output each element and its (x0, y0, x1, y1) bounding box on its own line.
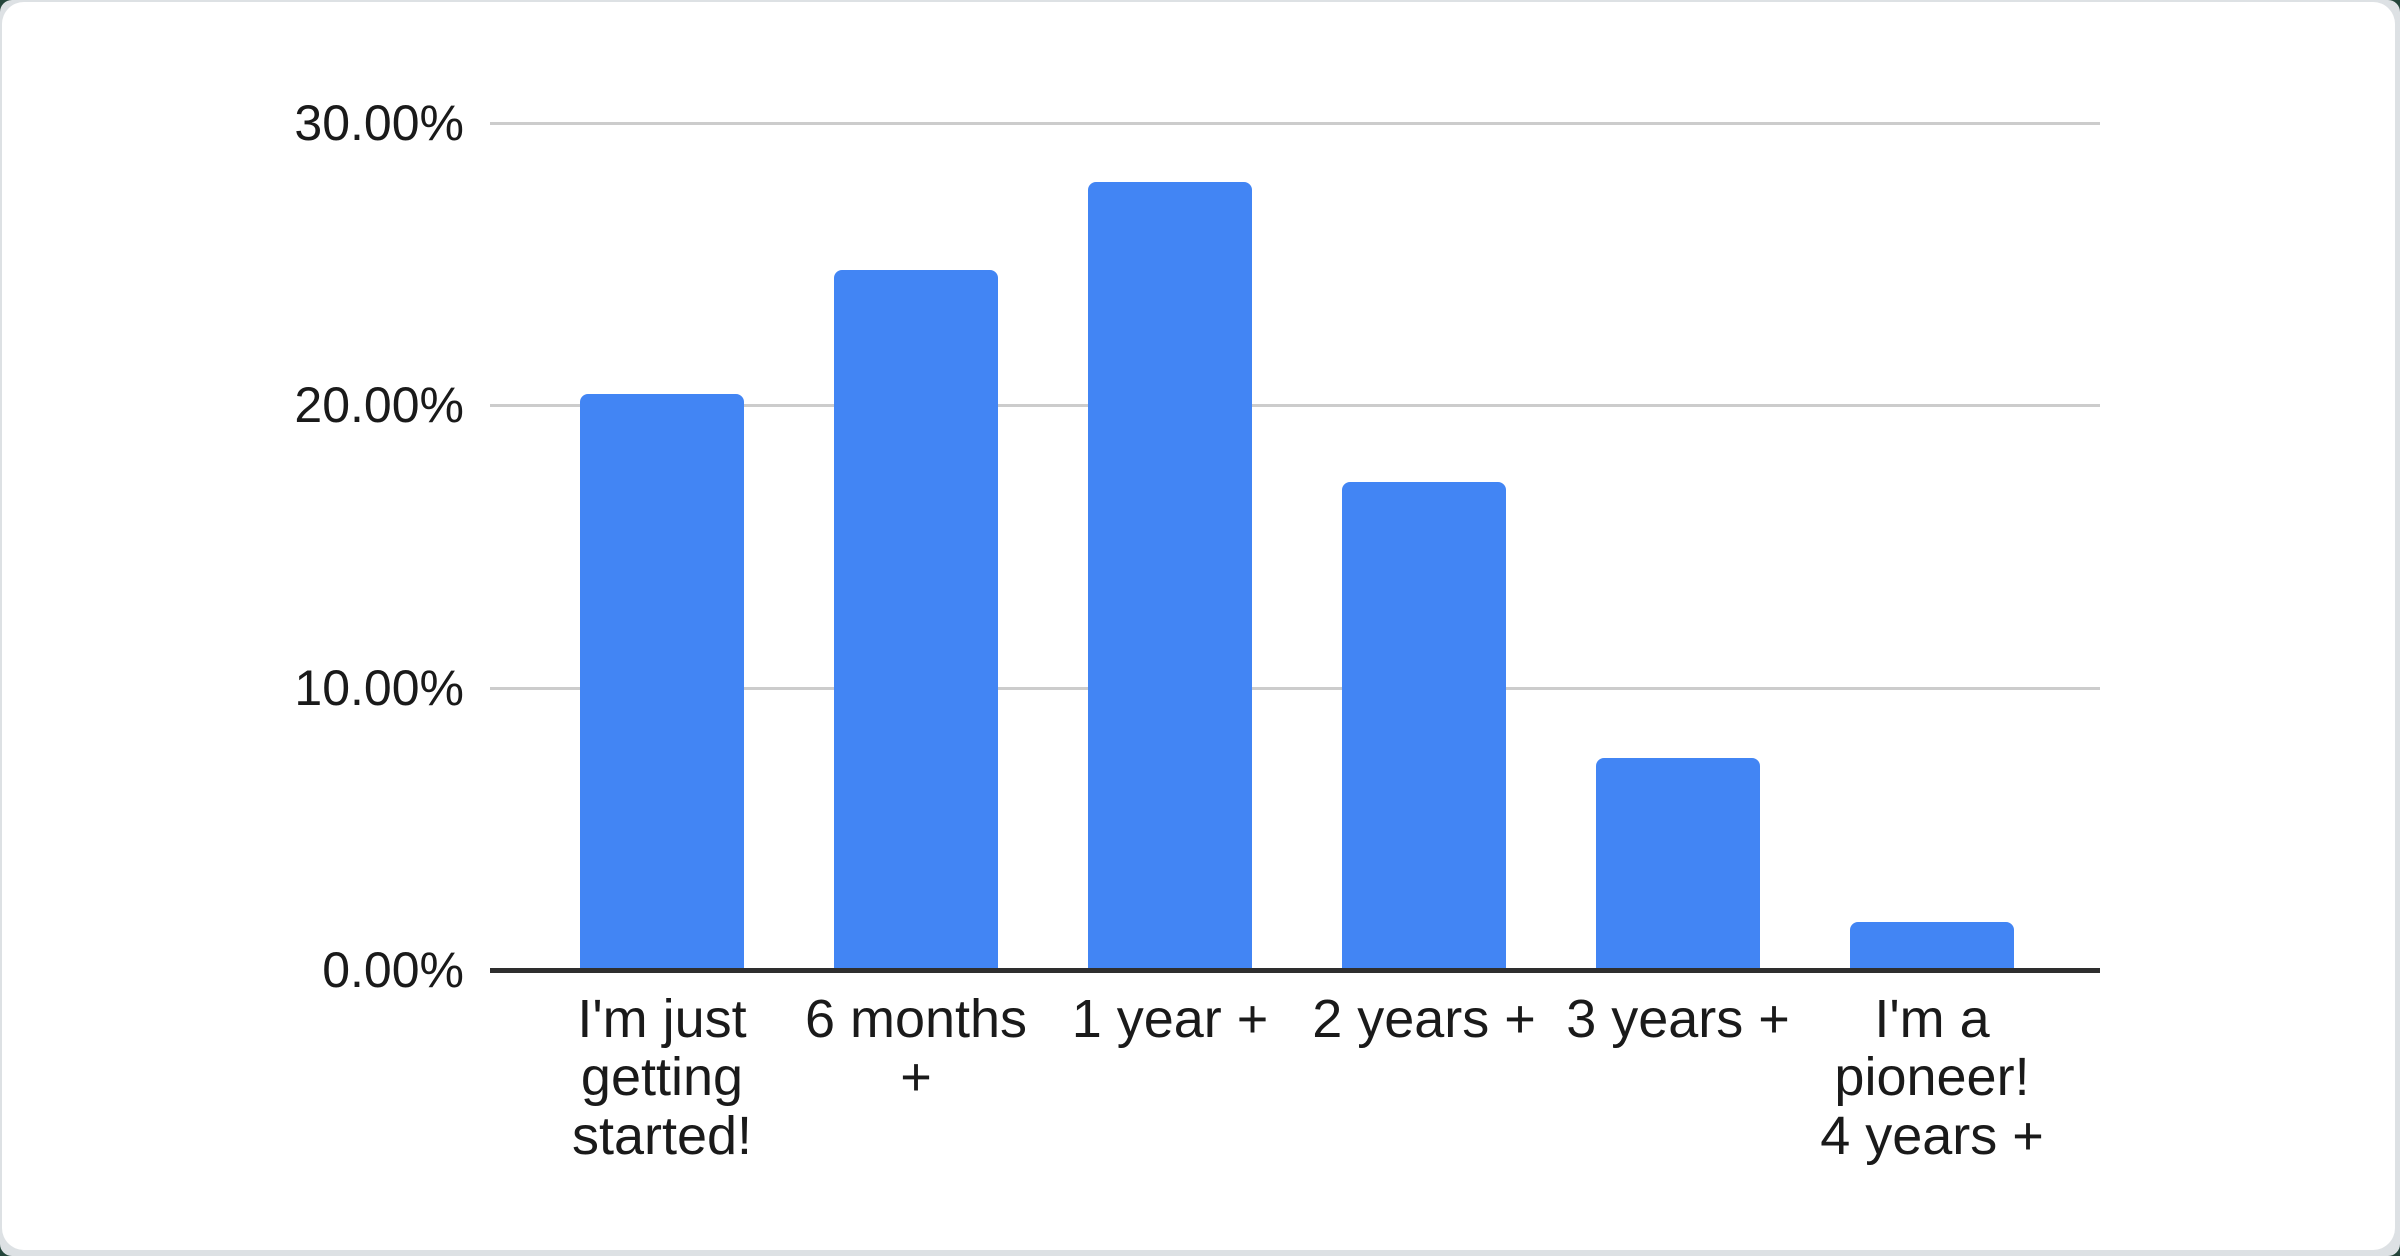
x-axis-baseline (490, 968, 2100, 973)
x-category-label: 1 year + (1071, 989, 1269, 1049)
x-category-label: 2 years + (1312, 989, 1536, 1049)
bar (580, 394, 744, 970)
y-tick-label: 30.00% (294, 95, 464, 152)
bar (1596, 758, 1760, 970)
y-tick-label: 0.00% (322, 942, 464, 998)
y-tick-label: 20.00% (294, 377, 464, 434)
gridline (490, 686, 2100, 690)
gridline (490, 404, 2100, 408)
bar (1850, 922, 2014, 970)
bar (1342, 482, 1506, 970)
x-category-label: I'm a pioneer! 4 years + (1820, 989, 2044, 1166)
x-category-label: 6 months + (804, 989, 1028, 1108)
bar (834, 270, 998, 970)
gridline (490, 122, 2100, 126)
y-tick-label: 10.00% (294, 659, 464, 716)
bar (1088, 182, 1252, 970)
x-category-label: I'm just getting started! (571, 989, 753, 1166)
x-category-label: 3 years + (1566, 989, 1790, 1049)
